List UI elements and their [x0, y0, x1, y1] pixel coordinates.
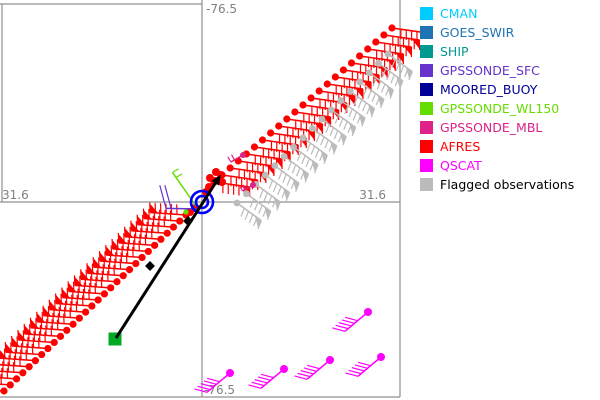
graticule: [0, 0, 401, 398]
legend-label: CMAN: [440, 6, 478, 21]
afres-track-lower[interactable]: [0, 202, 190, 395]
legend-label: Flagged observations: [440, 177, 575, 192]
gpssonde-wl150-dot[interactable]: [183, 209, 189, 215]
legend-item-goes-swir: GOES_SWIR: [420, 23, 598, 42]
legend-label: AFRES: [440, 139, 481, 154]
legend-item-moored-buoy: MOORED_BUOY: [420, 80, 598, 99]
legend-item-gpssonde-wl150: GPSSONDE_WL150: [420, 99, 598, 118]
storm-center-symbol[interactable]: [189, 189, 215, 215]
legend-swatch-qscat: [420, 159, 433, 172]
gpssonde-mbl-barb[interactable]: [227, 152, 246, 163]
legend-swatch-flagged: [420, 178, 433, 191]
legend-item-qscat: QSCAT: [420, 156, 598, 175]
gpssonde-mbl-barb[interactable]: [239, 182, 256, 192]
legend: CMAN GOES_SWIR SHIP GPSSONDE_SFC MOORED_…: [420, 4, 598, 194]
legend-swatch-afres: [420, 140, 433, 153]
legend-swatch-gpssonde-wl150: [420, 102, 433, 115]
legend-item-gpssonde-mbl: GPSSONDE_MBL: [420, 118, 598, 137]
gpssonde-wl150-barb[interactable]: [171, 168, 197, 207]
legend-swatch-ship: [420, 45, 433, 58]
legend-item-afres: AFRES: [420, 137, 598, 156]
legend-label: QSCAT: [440, 158, 482, 173]
afres-track-upper[interactable]: [210, 24, 420, 198]
legend-label: SHIP: [440, 44, 469, 59]
legend-item-ship: SHIP: [420, 42, 598, 61]
lat-label-left: 31.6: [2, 188, 29, 202]
leg-arrowhead: [211, 174, 221, 186]
legend-label: GPSSONDE_MBL: [440, 120, 543, 135]
legend-swatch-gpssonde-mbl: [420, 121, 433, 134]
legend-item-gpssonde-sfc: GPSSONDE_SFC: [420, 61, 598, 80]
legend-swatch-goes-swir: [420, 26, 433, 39]
legend-item-cman: CMAN: [420, 4, 598, 23]
legend-label: MOORED_BUOY: [440, 82, 538, 97]
map-plot-canvas[interactable]: -76.5-76.531.6 31.6: [0, 0, 420, 400]
legend-label: GPSSONDE_SFC: [440, 63, 540, 78]
qscat-barbs[interactable]: [194, 308, 385, 393]
flagged-track[interactable]: [233, 50, 413, 230]
legend-swatch-gpssonde-sfc: [420, 64, 433, 77]
legend-swatch-cman: [420, 7, 433, 20]
legend-label: GOES_SWIR: [440, 25, 515, 40]
legend-item-flagged: Flagged observations: [420, 175, 598, 194]
legend-label: GPSSONDE_WL150: [440, 101, 560, 116]
legend-swatch-moored-buoy: [420, 83, 433, 96]
flight-leg-line[interactable]: [108, 174, 221, 346]
lat-label-right: 31.6: [359, 188, 386, 202]
lon-label-top: -76.5: [206, 2, 237, 16]
